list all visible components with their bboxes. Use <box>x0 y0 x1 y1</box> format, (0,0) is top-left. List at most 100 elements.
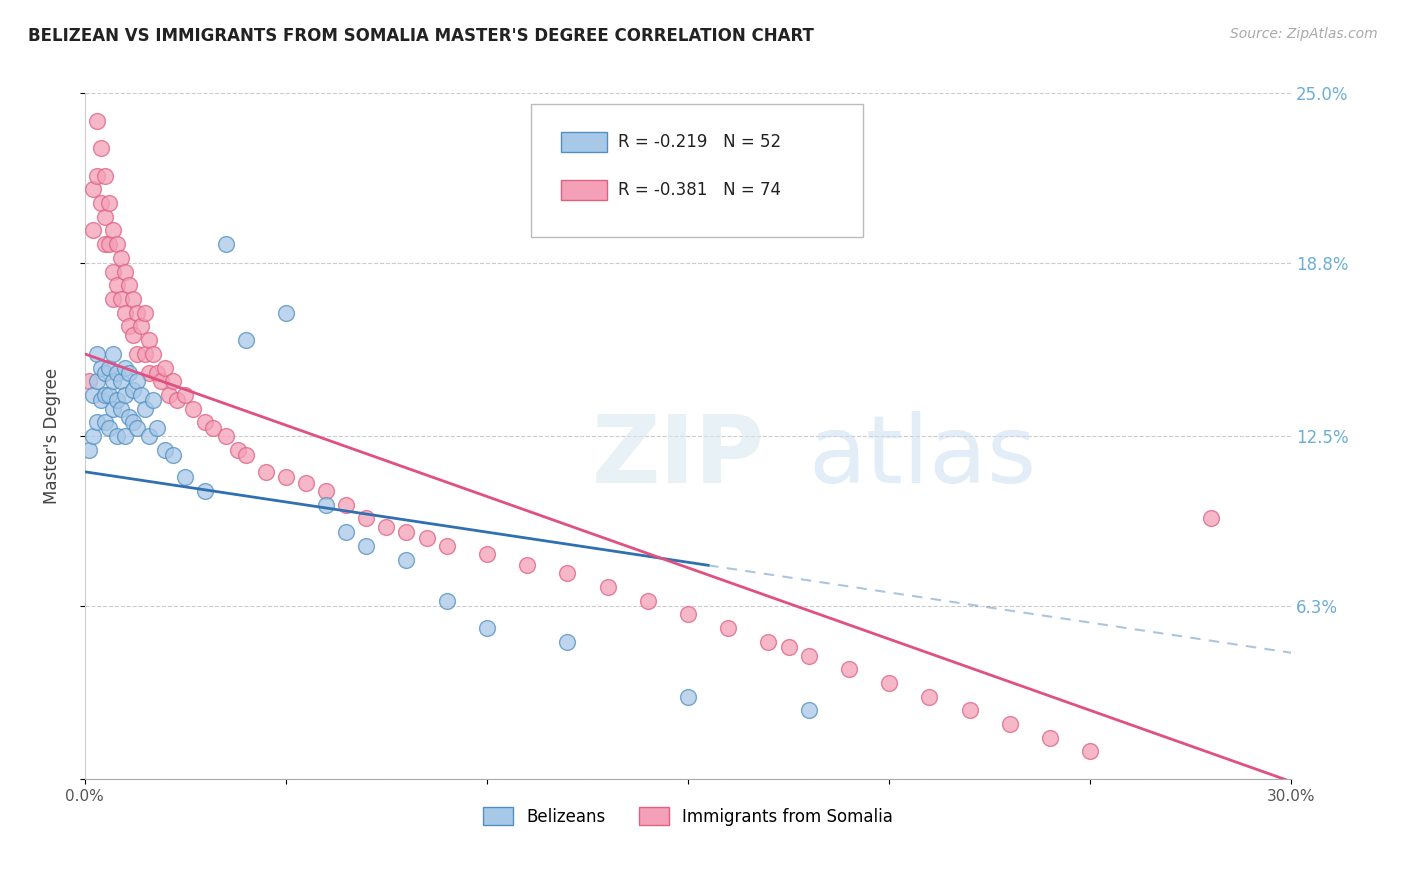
Point <box>122 292 145 306</box>
Point <box>110 374 132 388</box>
Point <box>274 470 297 484</box>
Point <box>134 347 156 361</box>
Point <box>235 333 257 347</box>
Point <box>82 182 104 196</box>
Point <box>94 237 117 252</box>
Point <box>596 580 619 594</box>
Point <box>335 525 357 540</box>
Point <box>101 347 124 361</box>
Point <box>235 448 257 462</box>
Point <box>758 635 780 649</box>
Point <box>105 278 128 293</box>
Point <box>105 393 128 408</box>
FancyBboxPatch shape <box>561 132 607 152</box>
Point <box>114 360 136 375</box>
Point <box>356 511 378 525</box>
Point <box>125 374 148 388</box>
Point <box>1039 731 1062 745</box>
Text: BELIZEAN VS IMMIGRANTS FROM SOMALIA MASTER'S DEGREE CORRELATION CHART: BELIZEAN VS IMMIGRANTS FROM SOMALIA MAST… <box>28 27 814 45</box>
Y-axis label: Master's Degree: Master's Degree <box>44 368 60 504</box>
Point <box>797 703 820 717</box>
Point <box>138 429 160 443</box>
Point <box>125 306 148 320</box>
Point <box>138 333 160 347</box>
Point <box>97 360 120 375</box>
Point <box>918 690 941 704</box>
Point <box>415 531 437 545</box>
Point <box>174 388 197 402</box>
Point <box>157 388 180 402</box>
Point <box>153 442 176 457</box>
Point <box>129 319 152 334</box>
Point <box>94 169 117 183</box>
Point <box>335 498 357 512</box>
Point <box>153 360 176 375</box>
Point <box>122 416 145 430</box>
Point <box>356 539 378 553</box>
Point <box>134 401 156 416</box>
Point <box>86 169 108 183</box>
Point <box>183 401 205 416</box>
Point <box>778 640 800 655</box>
Point <box>82 223 104 237</box>
Text: R = -0.219   N = 52: R = -0.219 N = 52 <box>619 133 782 151</box>
Point <box>162 374 184 388</box>
Point <box>676 690 699 704</box>
Point <box>110 292 132 306</box>
Point <box>86 347 108 361</box>
Point <box>77 374 100 388</box>
Point <box>998 717 1021 731</box>
Point <box>1199 511 1222 525</box>
Point <box>97 196 120 211</box>
Point <box>101 374 124 388</box>
Point <box>86 416 108 430</box>
Point <box>226 442 249 457</box>
Point <box>214 237 236 252</box>
Point <box>676 607 699 622</box>
Point <box>142 347 165 361</box>
Point <box>90 141 112 155</box>
Point <box>114 264 136 278</box>
Point <box>557 566 579 581</box>
Point <box>94 366 117 380</box>
Point <box>1078 744 1101 758</box>
Point <box>202 421 225 435</box>
Point <box>122 383 145 397</box>
Point <box>114 429 136 443</box>
Point <box>94 210 117 224</box>
Point <box>101 223 124 237</box>
Point <box>101 264 124 278</box>
Point <box>82 429 104 443</box>
Point <box>97 237 120 252</box>
Point <box>90 360 112 375</box>
Point <box>101 401 124 416</box>
Point <box>475 621 498 635</box>
Point <box>214 429 236 443</box>
Point <box>77 442 100 457</box>
Point <box>295 475 318 490</box>
FancyBboxPatch shape <box>561 180 607 200</box>
Point <box>90 393 112 408</box>
Point <box>105 237 128 252</box>
Point <box>194 483 217 498</box>
Point <box>97 421 120 435</box>
Point <box>134 306 156 320</box>
Point <box>436 539 458 553</box>
Point <box>125 347 148 361</box>
Point <box>838 662 860 676</box>
Point <box>105 366 128 380</box>
Point <box>162 448 184 462</box>
Point <box>375 519 398 533</box>
Point <box>516 558 538 572</box>
Point <box>142 393 165 408</box>
Point <box>129 388 152 402</box>
Point <box>959 703 981 717</box>
Point <box>94 388 117 402</box>
Point <box>146 421 169 435</box>
Point <box>138 366 160 380</box>
Point <box>315 483 337 498</box>
FancyBboxPatch shape <box>531 103 863 237</box>
Point <box>90 196 112 211</box>
Point <box>97 388 120 402</box>
Point <box>114 306 136 320</box>
